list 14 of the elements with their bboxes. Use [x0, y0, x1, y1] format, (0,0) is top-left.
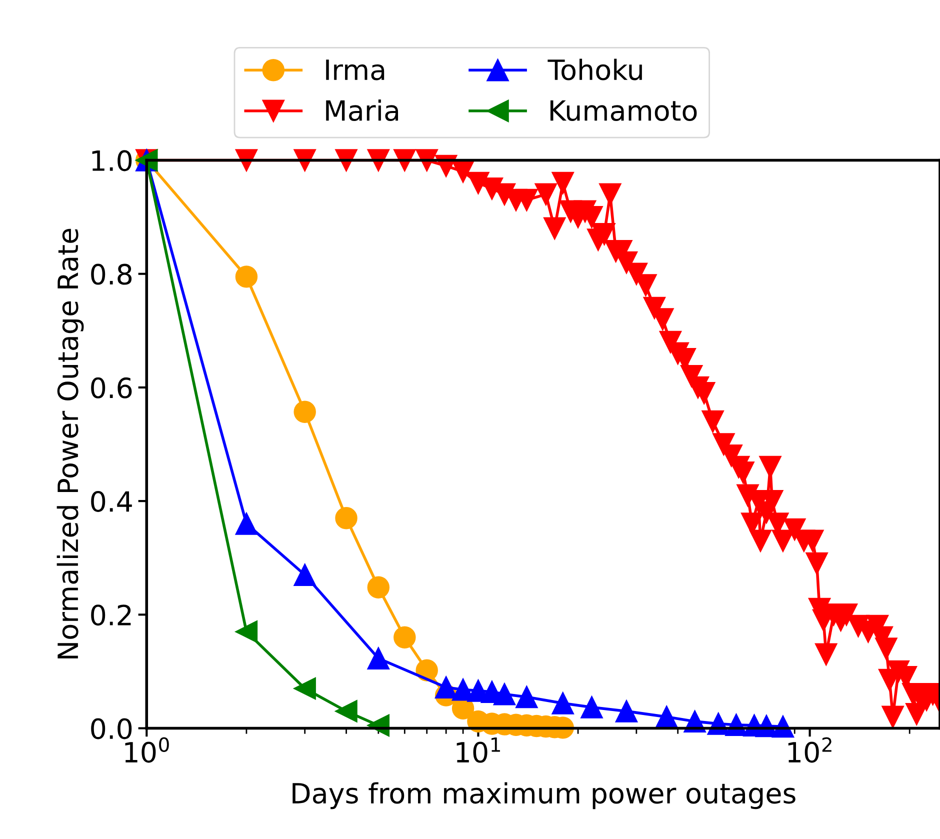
x-axis-title: Days from maximum power outages [292, 782, 796, 810]
legend-label: Irma [326, 60, 384, 80]
x-tick-label: 10$^{1}$ [456, 738, 500, 763]
y-tick-label: 0.0 [91, 718, 132, 740]
legend-label: Kumamoto [550, 100, 697, 122]
legend-label: Tohoku [548, 58, 642, 80]
y-tick-label: 0.8 [91, 264, 132, 285]
y-tick-label: 0.6 [91, 377, 132, 398]
y-axis-title: Normalized Power Outage Rate [56, 228, 84, 658]
y-tick-label: 1.0 [92, 150, 132, 172]
y-tick-label: 0.2 [91, 604, 131, 626]
legend-label: Maria [326, 100, 398, 122]
x-tick-label: 10$^{2}$ [788, 737, 832, 763]
y-tick-label: 0.4 [91, 490, 132, 512]
